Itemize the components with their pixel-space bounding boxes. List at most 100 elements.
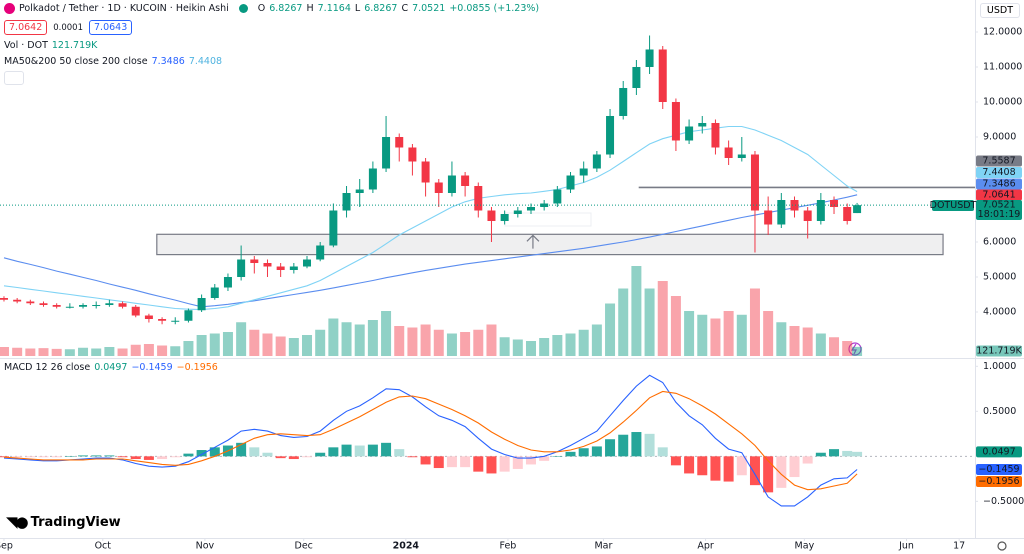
brand-logo: ◥● <box>6 513 29 531</box>
volume-bar <box>829 337 840 356</box>
volume-bar <box>605 303 616 356</box>
volume-bar <box>104 347 115 356</box>
symbol-title[interactable]: Polkadot / Tether · 1D · KUCOIN · Heikin… <box>19 3 229 14</box>
candle-body <box>342 193 351 211</box>
volume-bar <box>407 327 418 356</box>
support-zone <box>156 233 944 256</box>
candle-body <box>447 175 456 194</box>
macd-histogram-bar <box>341 444 352 457</box>
volume-bar <box>789 326 800 356</box>
volume-bar <box>723 311 734 356</box>
volume-bar <box>763 311 774 356</box>
volume-bar <box>262 333 273 356</box>
x-tick-label: Oct <box>95 541 112 552</box>
candle-body <box>118 303 127 307</box>
candle-body <box>526 207 535 211</box>
x-tick-label: 2024 <box>393 541 420 552</box>
macd-histogram-bar <box>789 456 800 478</box>
volume-bar <box>631 266 642 356</box>
ohlc-value: 6.8267 <box>269 3 303 14</box>
candle-body <box>382 136 391 169</box>
candle-body <box>803 210 812 222</box>
candle-body <box>606 115 615 155</box>
candle-body <box>210 287 219 299</box>
volume-bar <box>196 335 207 356</box>
buy-button[interactable]: 7.0643 <box>89 20 133 35</box>
macd-tag-bg <box>976 463 1022 475</box>
macd-histogram-bar <box>670 456 681 466</box>
candle-body <box>592 154 601 169</box>
volume-bar <box>552 335 563 356</box>
macd-histogram-bar <box>394 449 405 457</box>
volume-bar <box>446 333 457 356</box>
volume-bar <box>117 348 128 356</box>
volume-bar <box>433 329 444 356</box>
macd-histogram-bar <box>157 456 168 460</box>
candle-body <box>737 154 746 158</box>
y-tick-label: 6.0000 <box>983 237 1016 248</box>
candle-body <box>421 161 430 183</box>
macd-histogram-bar <box>25 456 36 458</box>
volume-bar <box>275 336 286 356</box>
macd-histogram-bar <box>381 442 392 457</box>
volume-bar <box>236 322 247 356</box>
candle-body <box>131 306 140 316</box>
macd-histogram-bar <box>302 456 313 458</box>
candle-body <box>750 154 759 211</box>
volume-bar <box>657 281 668 356</box>
macd-histogram-bar <box>64 456 75 457</box>
candle-body <box>158 319 167 321</box>
collapse-button[interactable] <box>4 71 24 85</box>
volume-bar <box>130 344 141 356</box>
macd-histogram-bar <box>12 456 23 458</box>
candle-body <box>500 214 509 222</box>
y-tick-label: 1.0000 <box>983 361 1016 372</box>
ohlc-letter: H <box>306 3 314 14</box>
macd-histogram-bar <box>749 456 760 486</box>
x-tick-label: Jun <box>898 541 914 552</box>
macd-histogram-bar <box>552 456 563 457</box>
volume-bar <box>460 332 471 356</box>
volume-bar <box>749 288 760 356</box>
macd-histogram-bar <box>433 456 444 469</box>
y-tick-label: 12.0000 <box>983 26 1022 37</box>
ohlc-value: 6.8267 <box>364 3 398 14</box>
macd-histogram-bar <box>130 456 141 460</box>
macd-histogram-bar <box>473 456 484 472</box>
candle-body <box>0 298 8 300</box>
volume-bar <box>420 324 431 356</box>
sell-button[interactable]: 7.0642 <box>4 20 48 35</box>
candle-body <box>764 210 773 225</box>
macd-histogram-bar <box>78 455 89 457</box>
last-price-tag-bg <box>976 200 1022 220</box>
volume-bar <box>12 347 23 356</box>
volume-bar <box>618 288 629 356</box>
volume-bar <box>288 338 299 356</box>
currency-button[interactable]: USDT <box>979 3 1020 18</box>
settings-icon[interactable] <box>997 541 1007 551</box>
candle-body <box>461 175 470 187</box>
candle-body <box>724 147 733 158</box>
macd-histogram-bar <box>315 452 326 457</box>
macd-histogram-bar <box>328 447 339 457</box>
change: +0.0855 (+1.23%) <box>449 3 540 14</box>
volume-bar <box>38 348 49 356</box>
macd-line <box>3 390 858 491</box>
y-tick-label: 11.0000 <box>983 61 1022 72</box>
candle-body <box>658 49 667 102</box>
volume-bar <box>512 339 523 356</box>
macd-histogram-bar <box>446 456 457 468</box>
volume-bar <box>802 327 813 356</box>
candle-body <box>645 49 654 67</box>
macd-tag-bg <box>976 446 1022 458</box>
candle-body <box>65 306 74 308</box>
volume-bar <box>183 341 194 356</box>
volume-tag: 121.719K <box>976 346 1022 357</box>
macd-tag: 0.0497 <box>982 446 1015 457</box>
volume-legend: Vol · DOT 121.719K <box>4 40 97 51</box>
macd-tag-bg <box>976 475 1022 487</box>
volume-bar <box>525 341 536 356</box>
macd-histogram-bar <box>657 447 668 457</box>
macd-histogram-bar <box>763 456 774 493</box>
